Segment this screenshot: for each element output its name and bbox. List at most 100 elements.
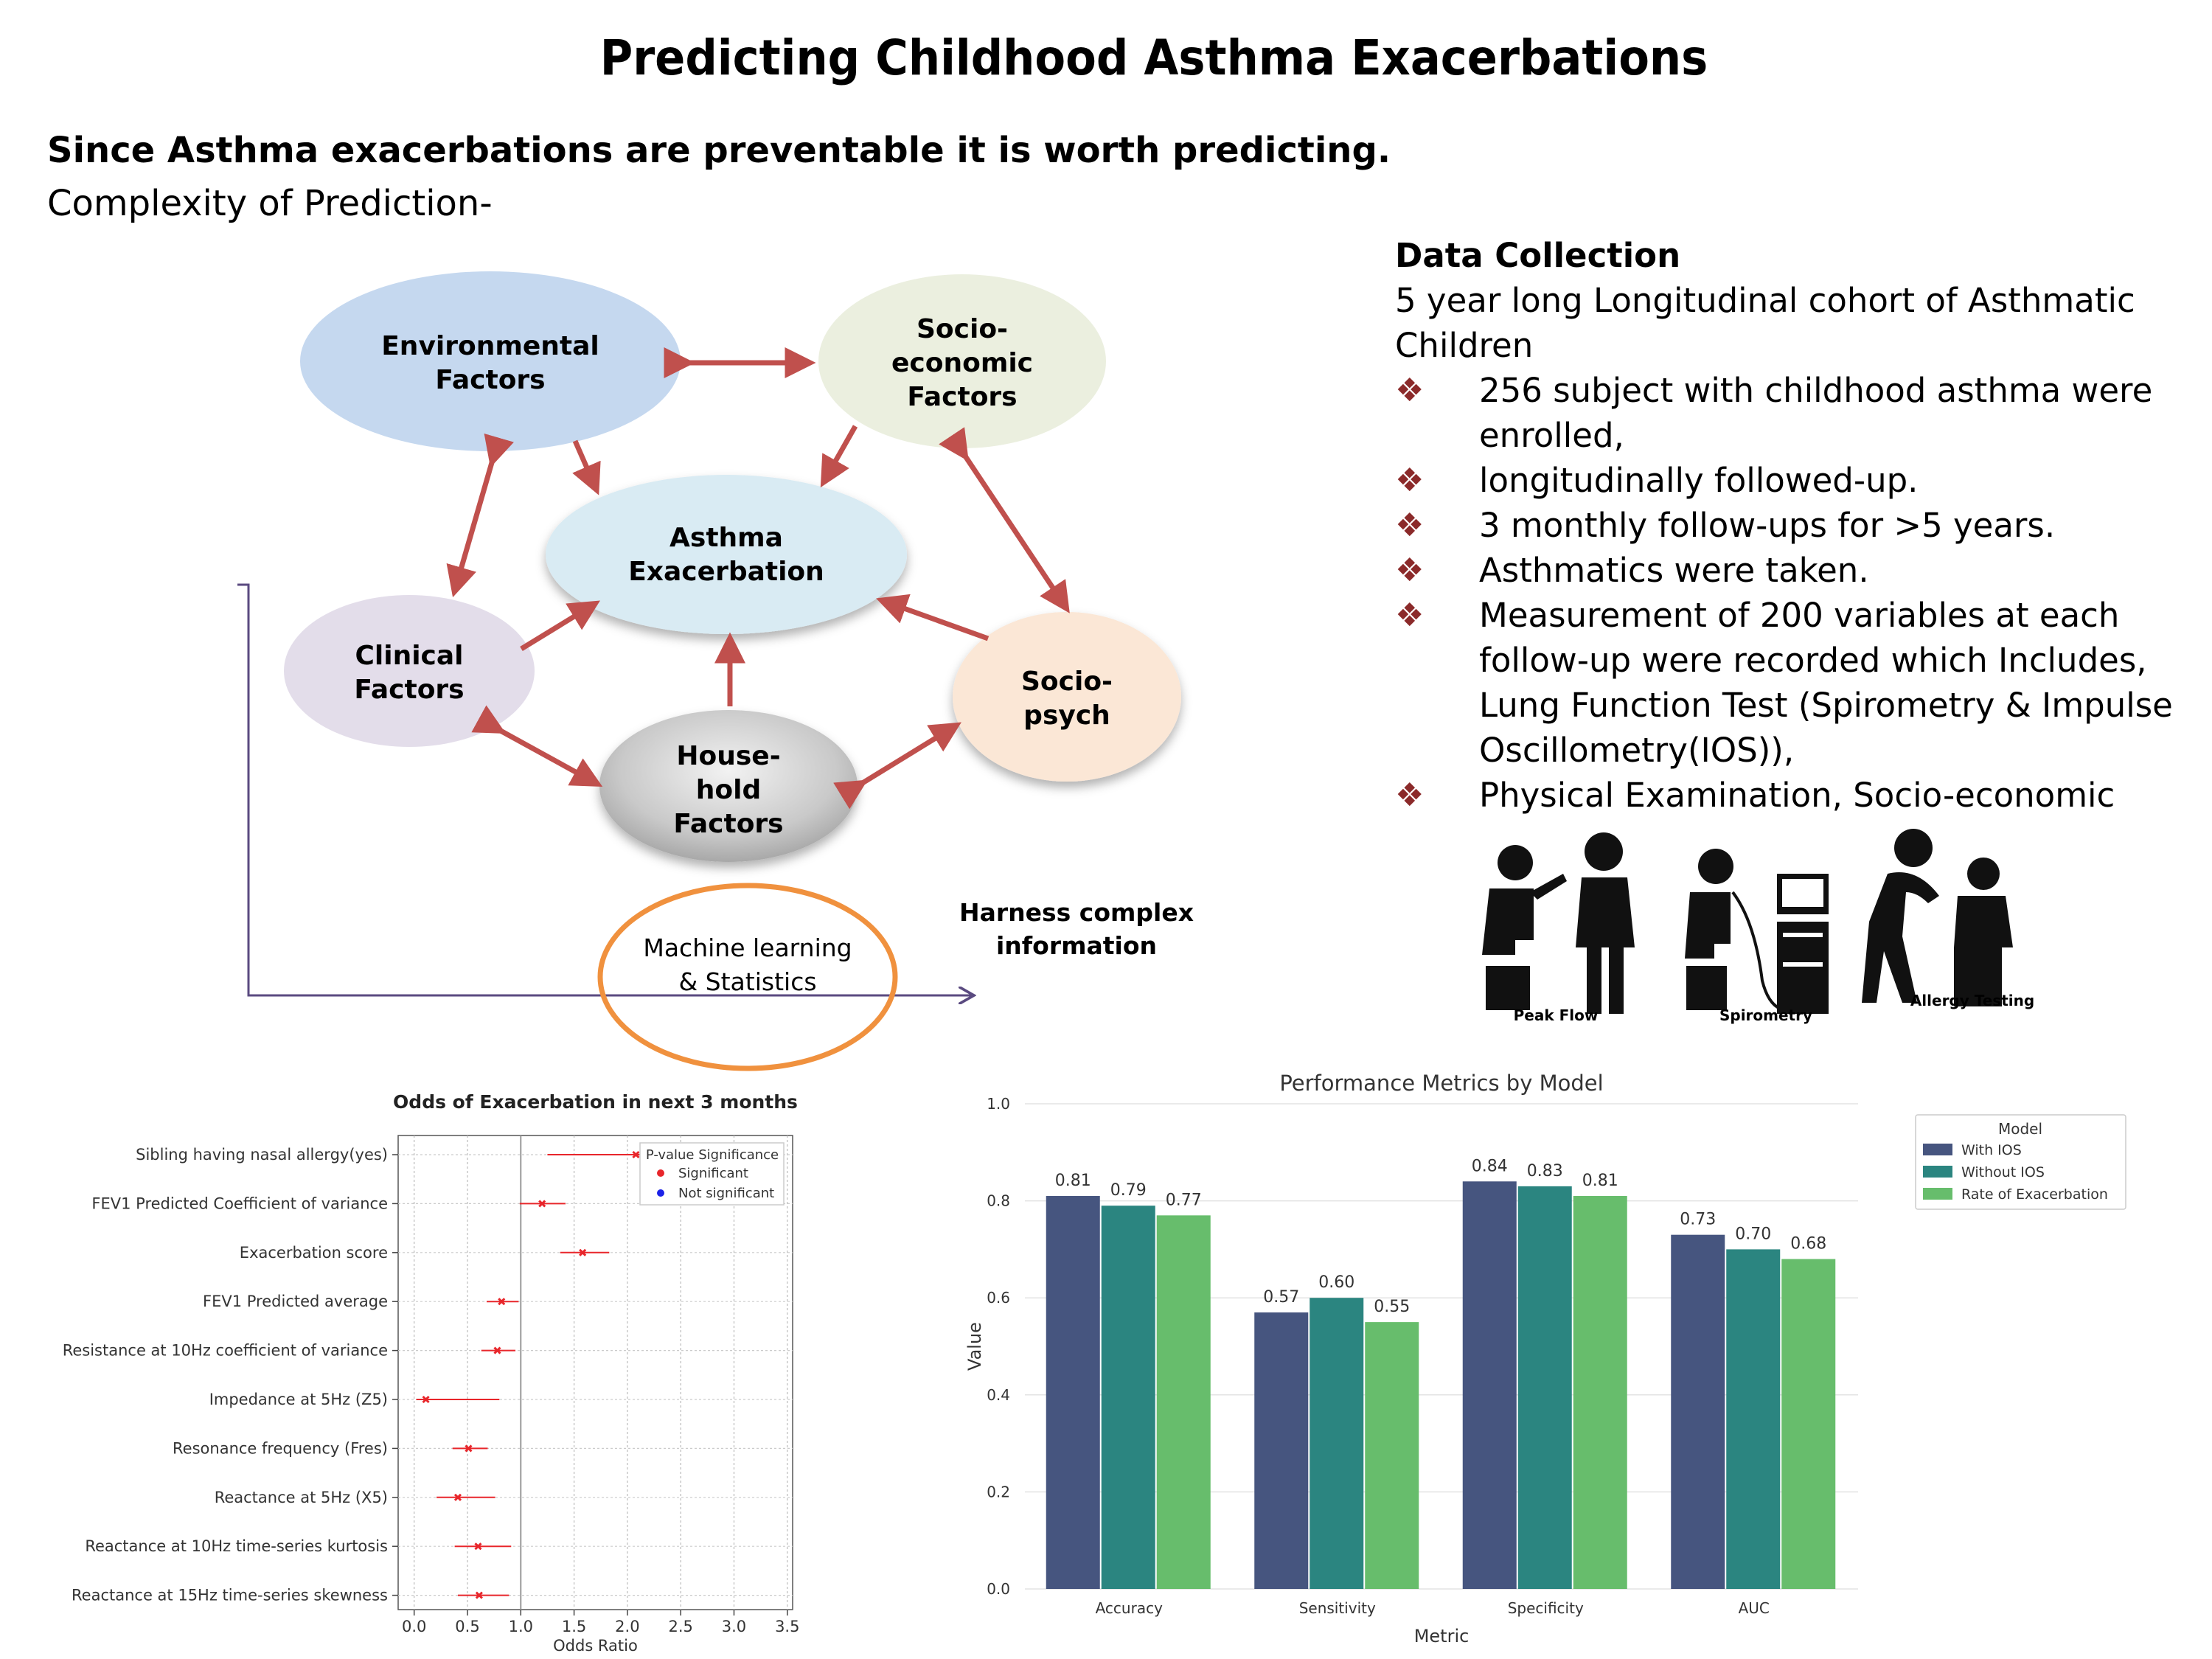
environmental-label: Environmental Factors <box>381 331 599 395</box>
bar-value-label: 0.68 <box>1790 1235 1826 1253</box>
allergy-testing-icon <box>1862 829 2013 1006</box>
bar-value-label: 0.70 <box>1735 1225 1771 1243</box>
bar-y-label: Value <box>964 1322 985 1371</box>
arrow-clinical-household <box>471 705 603 787</box>
bar-value-label: 0.57 <box>1263 1288 1299 1307</box>
bar <box>1726 1249 1781 1589</box>
bar <box>1781 1259 1836 1589</box>
page-title: Predicting Childhood Asthma Exacerbation… <box>599 29 1708 86</box>
forest-row-label: FEV1 Predicted Coefficient of variance <box>91 1194 388 1212</box>
forest-row-label: Impedance at 5Hz (Z5) <box>209 1391 388 1408</box>
bar-legend-label: With IOS <box>1961 1142 2022 1158</box>
forest-row-label: Reactance at 15Hz time-series skewness <box>72 1587 388 1604</box>
bar <box>1573 1196 1627 1589</box>
forest-row-label: Resistance at 10Hz coefficient of varian… <box>63 1342 388 1360</box>
forest-point <box>453 1493 462 1501</box>
forest-point <box>465 1444 473 1453</box>
forest-row-label: Exacerbation score <box>240 1244 388 1262</box>
bar-legend-label: Without IOS <box>1961 1164 2045 1180</box>
bar-legend-title: Model <box>1998 1120 2042 1138</box>
arrow-env-asthma <box>572 439 601 495</box>
bar <box>1365 1322 1419 1589</box>
forest-point <box>538 1200 546 1208</box>
forest-x-tick-label: 1.0 <box>509 1618 533 1635</box>
forest-row-label: Sibling having nasal allergy(yes) <box>136 1146 388 1164</box>
peak-flow-icon <box>1482 832 1635 1014</box>
intro: Since Asthma exacerbations are preventab… <box>47 124 1391 230</box>
forest-x-tick-label: 0.5 <box>455 1618 479 1635</box>
socioeconomic-oval <box>818 274 1106 448</box>
bullet-item: ❖ 256 subject with childhood asthma were … <box>1395 368 2177 458</box>
forest-row-label: Resonance frequency (Fres) <box>173 1439 388 1457</box>
forest-point <box>579 1248 587 1256</box>
bullet-diamond-icon: ❖ <box>1395 372 1425 409</box>
forest-title: Odds of Exacerbation in next 3 months <box>393 1091 798 1113</box>
bullet-diamond-icon: ❖ <box>1395 776 1425 814</box>
bar-value-label: 0.77 <box>1166 1191 1202 1209</box>
odds-ratio-forest-plot: Odds of Exacerbation in next 3 months 0.0… <box>63 1091 800 1655</box>
forest-legend-label: Not significant <box>678 1186 774 1201</box>
bar-y-tick-label: 1.0 <box>987 1095 1010 1113</box>
bar-category-label: Specificity <box>1508 1599 1584 1617</box>
bullet-diamond-icon: ❖ <box>1395 507 1425 544</box>
bar-legend-label: Rate of Exacerbation <box>1961 1186 2108 1203</box>
arrow-household-sociopsych <box>833 722 961 810</box>
forest-x-tick-label: 2.5 <box>668 1618 692 1635</box>
bar-title: Performance Metrics by Model <box>1279 1071 1603 1096</box>
forest-legend-marker <box>657 1169 664 1177</box>
intro-subheading: Complexity of Prediction- <box>47 183 493 224</box>
forest-point <box>632 1150 640 1159</box>
bar <box>1156 1215 1211 1589</box>
bullet-item: ❖ longitudinally followed-up. <box>1395 458 2177 503</box>
bar-legend-swatch <box>1923 1166 1952 1178</box>
forest-frame <box>397 1135 793 1610</box>
bar-category-label: Accuracy <box>1096 1599 1163 1617</box>
forest-row-label: Reactance at 5Hz (X5) <box>215 1489 388 1506</box>
arrow-socio-sociopsych <box>939 427 1070 613</box>
arrow-env-clinical <box>446 433 514 598</box>
performance-bar-chart: Performance Metrics by Model 0.0 0.2 0.4 0.6… <box>964 1071 2126 1646</box>
arrow-sociopsych-asthma <box>876 594 990 641</box>
bar-y-tick-label: 0.8 <box>987 1192 1010 1210</box>
pictogram-strip <box>1482 829 2013 1014</box>
bar <box>1462 1181 1517 1589</box>
ml-oval <box>597 883 898 1071</box>
bullet-diamond-icon: ❖ <box>1395 462 1425 499</box>
forest-row-label: Reactance at 10Hz time-series kurtosis <box>85 1537 388 1555</box>
spirometry-icon <box>1685 849 1829 1014</box>
forest-point <box>475 1591 483 1599</box>
bar-y-tick-label: 0.6 <box>987 1289 1010 1307</box>
data-collection-section: Data Collection 5 year long Longitudinal… <box>1395 233 2177 818</box>
bar <box>1671 1234 1725 1589</box>
bar <box>1046 1196 1100 1589</box>
bar-legend-swatch <box>1923 1188 1952 1200</box>
bullet-item: ❖ Asthmatics were taken. <box>1395 548 2177 593</box>
arrow-clinical-asthma <box>520 600 600 651</box>
forest-point <box>498 1298 506 1306</box>
arrow-socio-asthma <box>820 425 858 488</box>
bar-value-label: 0.84 <box>1472 1157 1508 1175</box>
pictogram-label-peak-flow: Peak Flow <box>1513 1006 1599 1024</box>
sociopsych-oval <box>953 612 1181 782</box>
bar-y-tick-label: 0.2 <box>987 1483 1010 1500</box>
forest-row-label: FEV1 Predicted average <box>203 1293 388 1310</box>
forest-x-tick-label: 3.5 <box>775 1618 799 1635</box>
bar <box>1101 1206 1155 1589</box>
bar <box>1254 1312 1309 1589</box>
asthma-oval <box>546 475 907 634</box>
bar-category-label: Sensitivity <box>1299 1599 1376 1617</box>
bullet-item: ❖ Measurement of 200 variables at each fo… <box>1395 593 2177 773</box>
bullet-diamond-icon: ❖ <box>1395 597 1425 634</box>
bar-category-label: AUC <box>1739 1599 1770 1617</box>
bullet-diamond-icon: ❖ <box>1395 552 1425 589</box>
clinical-label: Clinical Factors <box>354 641 465 705</box>
bullet-item: ❖ 3 monthly follow-ups for >5 years. <box>1395 503 2177 548</box>
forest-legend-title: P-value Significance <box>646 1147 779 1163</box>
data-collection-heading: Data Collection <box>1395 236 1681 275</box>
bar-legend-box <box>1915 1114 2126 1210</box>
forest-point <box>474 1543 482 1551</box>
household-oval <box>599 710 858 862</box>
bar-legend-swatch <box>1923 1144 1952 1155</box>
asthma-label: Asthma Exacerbation <box>628 523 824 587</box>
